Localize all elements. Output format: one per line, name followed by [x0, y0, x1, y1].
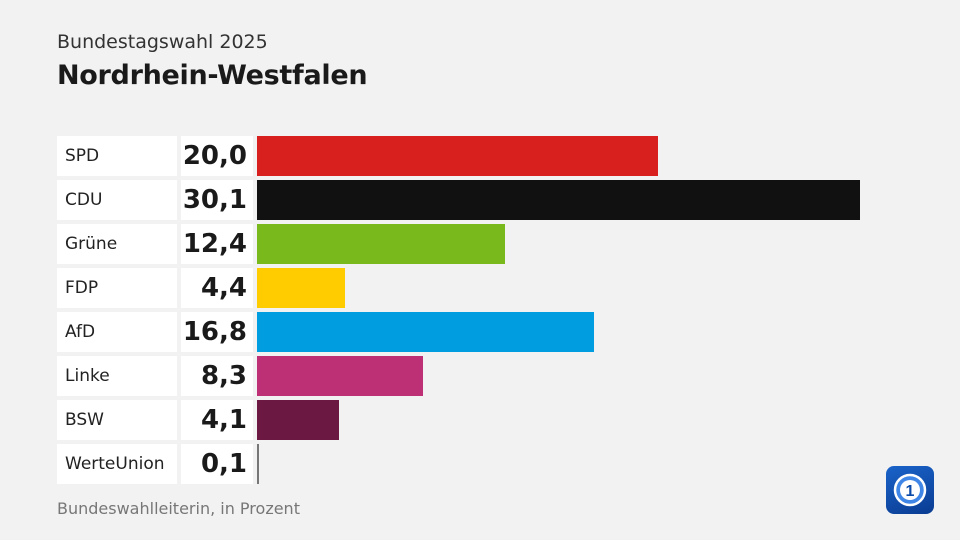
value-label: 30,1	[182, 185, 247, 215]
category-label: FDP	[65, 278, 99, 298]
value-label: 4,4	[200, 273, 247, 303]
value-label-box-gr-ne: 12,4	[181, 224, 253, 264]
value-label: 8,3	[200, 361, 247, 391]
category-label: BSW	[65, 410, 104, 430]
category-label-box-afd: AfD	[57, 312, 177, 352]
category-label-box-cdu: CDU	[57, 180, 177, 220]
bar-fdp	[257, 268, 345, 308]
category-label: Grüne	[65, 234, 118, 254]
category-label-box-fdp: FDP	[57, 268, 177, 308]
source-note: Bundeswahlleiterin, in Prozent	[57, 499, 300, 518]
bar-spd	[257, 136, 658, 176]
value-label-box-linke: 8,3	[181, 356, 253, 396]
value-label-box-fdp: 4,4	[181, 268, 253, 308]
category-label: WerteUnion	[65, 454, 165, 474]
category-label: CDU	[65, 190, 103, 210]
bar-cdu	[257, 180, 860, 220]
value-label-box-bsw: 4,1	[181, 400, 253, 440]
bar-linke	[257, 356, 423, 396]
category-label-box-bsw: BSW	[57, 400, 177, 440]
category-label-box-spd: SPD	[57, 136, 177, 176]
category-label: AfD	[65, 322, 96, 342]
svg-text:1: 1	[906, 483, 915, 500]
chart-title: Nordrhein-Westfalen	[57, 60, 368, 91]
chart-subtitle: Bundestagswahl 2025	[57, 31, 268, 53]
value-label-box-cdu: 30,1	[181, 180, 253, 220]
value-label-box-werteunion: 0,1	[181, 444, 253, 484]
category-label: SPD	[65, 146, 100, 166]
value-label: 0,1	[200, 449, 247, 479]
value-label-box-spd: 20,0	[181, 136, 253, 176]
bar-werteunion	[257, 444, 259, 484]
ard-tagesschau-logo-icon: 1	[886, 466, 934, 514]
category-label-box-linke: Linke	[57, 356, 177, 396]
value-label: 16,8	[182, 317, 247, 347]
value-label: 12,4	[182, 229, 247, 259]
category-label: Linke	[65, 366, 110, 386]
value-label: 4,1	[200, 405, 247, 435]
bar-bsw	[257, 400, 339, 440]
category-label-box-werteunion: WerteUnion	[57, 444, 177, 484]
value-label-box-afd: 16,8	[181, 312, 253, 352]
bar-gr-ne	[257, 224, 505, 264]
category-label-box-gr-ne: Grüne	[57, 224, 177, 264]
bar-afd	[257, 312, 594, 352]
value-label: 20,0	[182, 141, 247, 171]
